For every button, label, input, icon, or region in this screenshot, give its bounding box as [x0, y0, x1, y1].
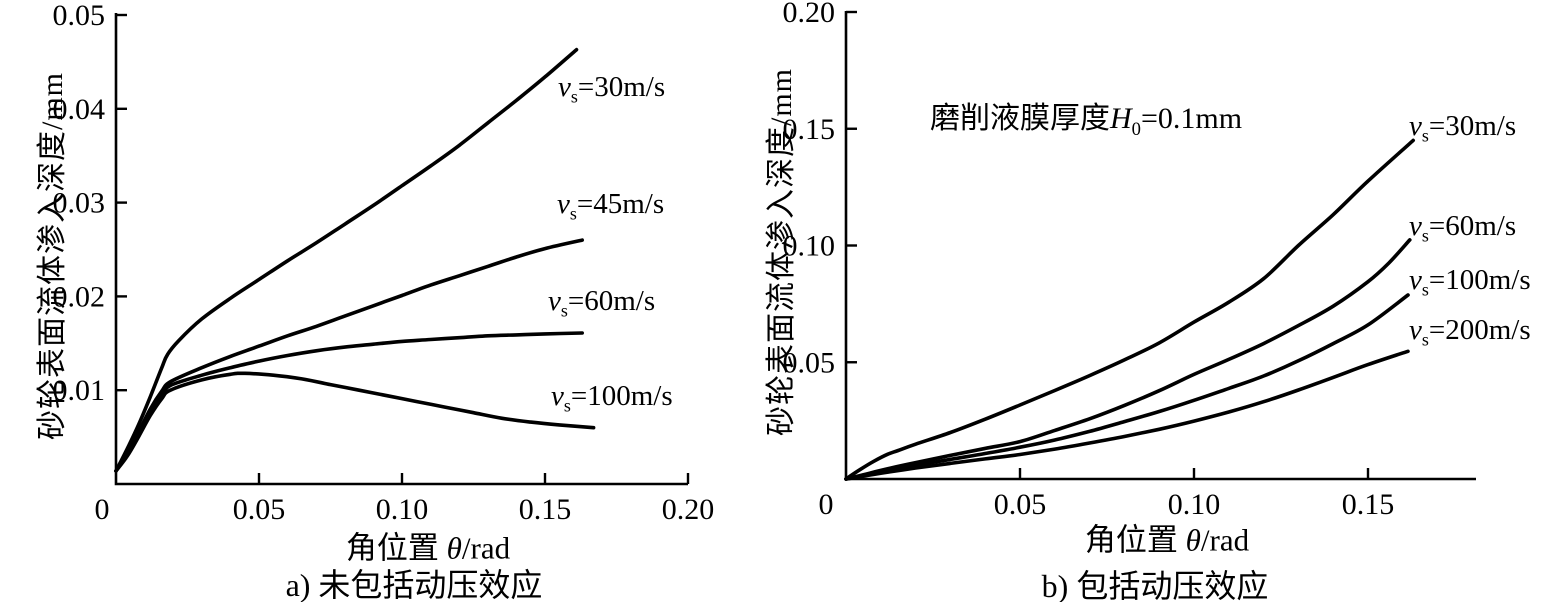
chart-a-x-tick-label: 0.05	[233, 493, 286, 526]
velocity-subscript: s	[563, 395, 571, 416]
velocity-symbol: v	[1409, 209, 1422, 242]
velocity-symbol: v	[558, 70, 571, 103]
velocity-value: =100m/s	[570, 379, 673, 412]
chart-b-caption: b) 包括动压效应	[1041, 568, 1269, 602]
velocity-value: =60m/s	[567, 284, 656, 317]
chart-b-axes	[844, 11, 1476, 481]
chart-a-plot: 0 0.05 0.10 0.15 0.20 0.01 0.02 0.03 0.04 0.05	[53, 0, 715, 526]
chart-b-x-tick-label: 0.15	[1342, 488, 1395, 521]
chart-b-series-3-label: vs=200m/s	[1409, 313, 1531, 350]
velocity-subscript: s	[560, 300, 568, 321]
chart-a-x-axis-unit: /rad	[461, 530, 511, 566]
velocity-symbol: v	[1409, 263, 1422, 296]
chart-a-y-tick-label: 0.03	[53, 187, 106, 220]
chart-a-series-2-label: vs=60m/s	[548, 284, 656, 321]
chart-b-series-0-curve	[844, 138, 1415, 481]
chart-b-y-tick-label: 0.10	[783, 230, 836, 263]
chart-a-x-tick-label: 0	[95, 493, 110, 526]
chart-a-caption: a) 未包括动压效应	[285, 567, 543, 602]
velocity-value: =60m/s	[1428, 209, 1517, 242]
chart-a-x-axis-title: 角位置 θ/rad	[346, 523, 510, 568]
velocity-symbol: v	[551, 379, 564, 412]
chart-b-x-tick-label: 0	[819, 488, 834, 521]
annotation-value: =0.1mm	[1140, 102, 1243, 135]
chart-b-plot: 0 0.05 0.10 0.15 0.05 0.10 0.15 0.20	[783, 0, 1476, 521]
velocity-value: =200m/s	[1428, 313, 1531, 346]
chart-a-x-tick-label: 0.10	[376, 493, 429, 526]
chart-a-series-1-label: vs=45m/s	[557, 187, 665, 224]
chart-a-axes	[114, 13, 688, 486]
chart-b-x-axis-theta-symbol: θ	[1185, 522, 1201, 558]
velocity-value: =100m/s	[1428, 263, 1531, 296]
chart-a-series-1-curve	[114, 238, 584, 473]
chart-a-x-axis-theta-symbol: θ	[446, 530, 462, 566]
velocity-symbol: v	[1409, 109, 1422, 142]
chart-b-y-axis-title: 砂轮表面流体渗入深度/mm	[765, 67, 798, 437]
chart-b-x-axis-unit: /rad	[1200, 522, 1250, 558]
velocity-subscript: s	[570, 86, 578, 107]
chart-a-y-tick-label: 0.01	[53, 374, 106, 407]
chart-b-y-tick-label: 0.05	[783, 346, 836, 379]
annotation-H-subscript: 0	[1131, 119, 1141, 140]
velocity-value: =45m/s	[576, 187, 665, 220]
chart-a-x-axis-title-text: 角位置	[345, 530, 447, 566]
chart-b-y-tick-label: 0.20	[783, 0, 836, 29]
chart-b-series-1-curve	[844, 238, 1412, 481]
chart-b-series-2-curve	[844, 293, 1410, 481]
velocity-symbol: v	[557, 187, 570, 220]
chart-b-series-1-label: vs=60m/s	[1409, 209, 1517, 246]
velocity-subscript: s	[1421, 329, 1429, 350]
annotation-H-symbol: H	[1110, 102, 1132, 135]
chart-b-series-3-curve	[844, 349, 1410, 481]
velocity-symbol: v	[1409, 313, 1422, 346]
velocity-value: =30m/s	[577, 70, 666, 103]
velocity-subscript: s	[569, 203, 577, 224]
chart-b-series-0-label: vs=30m/s	[1409, 109, 1517, 146]
chart-a-x-tick-label: 0.15	[519, 493, 572, 526]
chart-a-y-tick-label: 0.04	[53, 93, 106, 126]
chart-b-x-tick-label: 0.05	[994, 488, 1047, 521]
chart-a-y-tick-label: 0.02	[53, 280, 106, 313]
velocity-value: =30m/s	[1428, 109, 1517, 142]
chart-a-series-0-curve	[114, 47, 579, 473]
chart-a-series-2-curve	[114, 331, 584, 473]
chart-b-y-tick-label: 0.15	[783, 113, 836, 146]
chart-a-x-tick-label: 0.20	[662, 493, 715, 526]
chart-a-series-0-label: vs=30m/s	[558, 70, 666, 107]
chart-a-series-3-label: vs=100m/s	[551, 379, 673, 416]
chart-a-y-tick-label: 0.05	[53, 0, 106, 32]
chart-a-series-3-curve	[114, 371, 596, 473]
chart-b-film-thickness-annotation: 磨削液膜厚度H0=0.1mm	[930, 93, 1243, 140]
velocity-subscript: s	[1421, 279, 1429, 300]
chart-b-x-axis-title: 角位置 θ/rad	[1085, 515, 1249, 560]
velocity-symbol: v	[548, 284, 561, 317]
annotation-prefix: 磨削液膜厚度	[930, 102, 1110, 135]
chart-b-x-tick-label: 0.10	[1168, 488, 1221, 521]
chart-b-x-axis-title-text: 角位置	[1084, 522, 1186, 558]
chart-b-series-2-label: vs=100m/s	[1409, 263, 1531, 300]
velocity-subscript: s	[1421, 225, 1429, 246]
velocity-subscript: s	[1421, 125, 1429, 146]
chart-a-y-axis-title: 砂轮表面流体渗入深度/mm	[36, 71, 69, 441]
